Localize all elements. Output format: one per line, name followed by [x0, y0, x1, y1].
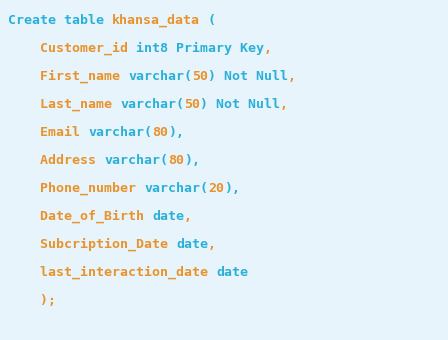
Text: Not Null: Not Null — [216, 98, 280, 111]
Text: date: date — [216, 266, 248, 279]
Text: Subcription_Date: Subcription_Date — [8, 238, 176, 251]
Text: ): ) — [200, 98, 216, 111]
Text: int8: int8 — [136, 42, 176, 55]
Text: 20: 20 — [208, 182, 224, 195]
Text: ),: ), — [168, 126, 184, 139]
Text: 50: 50 — [192, 70, 208, 83]
Text: date: date — [152, 210, 184, 223]
Text: Phone_number: Phone_number — [8, 182, 144, 195]
Text: 80: 80 — [152, 126, 168, 139]
Text: ,: , — [288, 70, 296, 83]
Text: ,: , — [184, 210, 192, 223]
Text: Primary Key: Primary Key — [176, 42, 264, 55]
Text: Address: Address — [8, 154, 104, 167]
Text: Last_name: Last_name — [8, 98, 120, 111]
Text: Create table: Create table — [8, 14, 112, 27]
Text: Customer_id: Customer_id — [8, 42, 136, 55]
Text: varchar(: varchar( — [144, 182, 208, 195]
Text: ,: , — [264, 42, 272, 55]
Text: varchar(: varchar( — [104, 154, 168, 167]
Text: varchar(: varchar( — [128, 70, 192, 83]
Text: Date_of_Birth: Date_of_Birth — [8, 210, 152, 223]
Text: date: date — [176, 238, 208, 251]
Text: varchar(: varchar( — [120, 98, 184, 111]
Text: ,: , — [280, 98, 288, 111]
Text: varchar(: varchar( — [88, 126, 152, 139]
Text: First_name: First_name — [8, 70, 128, 83]
Text: Email: Email — [8, 126, 88, 139]
Text: 50: 50 — [184, 98, 200, 111]
Text: khansa_data: khansa_data — [112, 14, 200, 27]
Text: last_interaction_date: last_interaction_date — [8, 266, 216, 279]
Text: 80: 80 — [168, 154, 184, 167]
Text: );: ); — [8, 294, 56, 307]
Text: Not Null: Not Null — [224, 70, 288, 83]
Text: ): ) — [208, 70, 224, 83]
Text: ),: ), — [184, 154, 200, 167]
Text: (: ( — [200, 14, 216, 27]
Text: ),: ), — [224, 182, 240, 195]
Text: ,: , — [208, 238, 216, 251]
